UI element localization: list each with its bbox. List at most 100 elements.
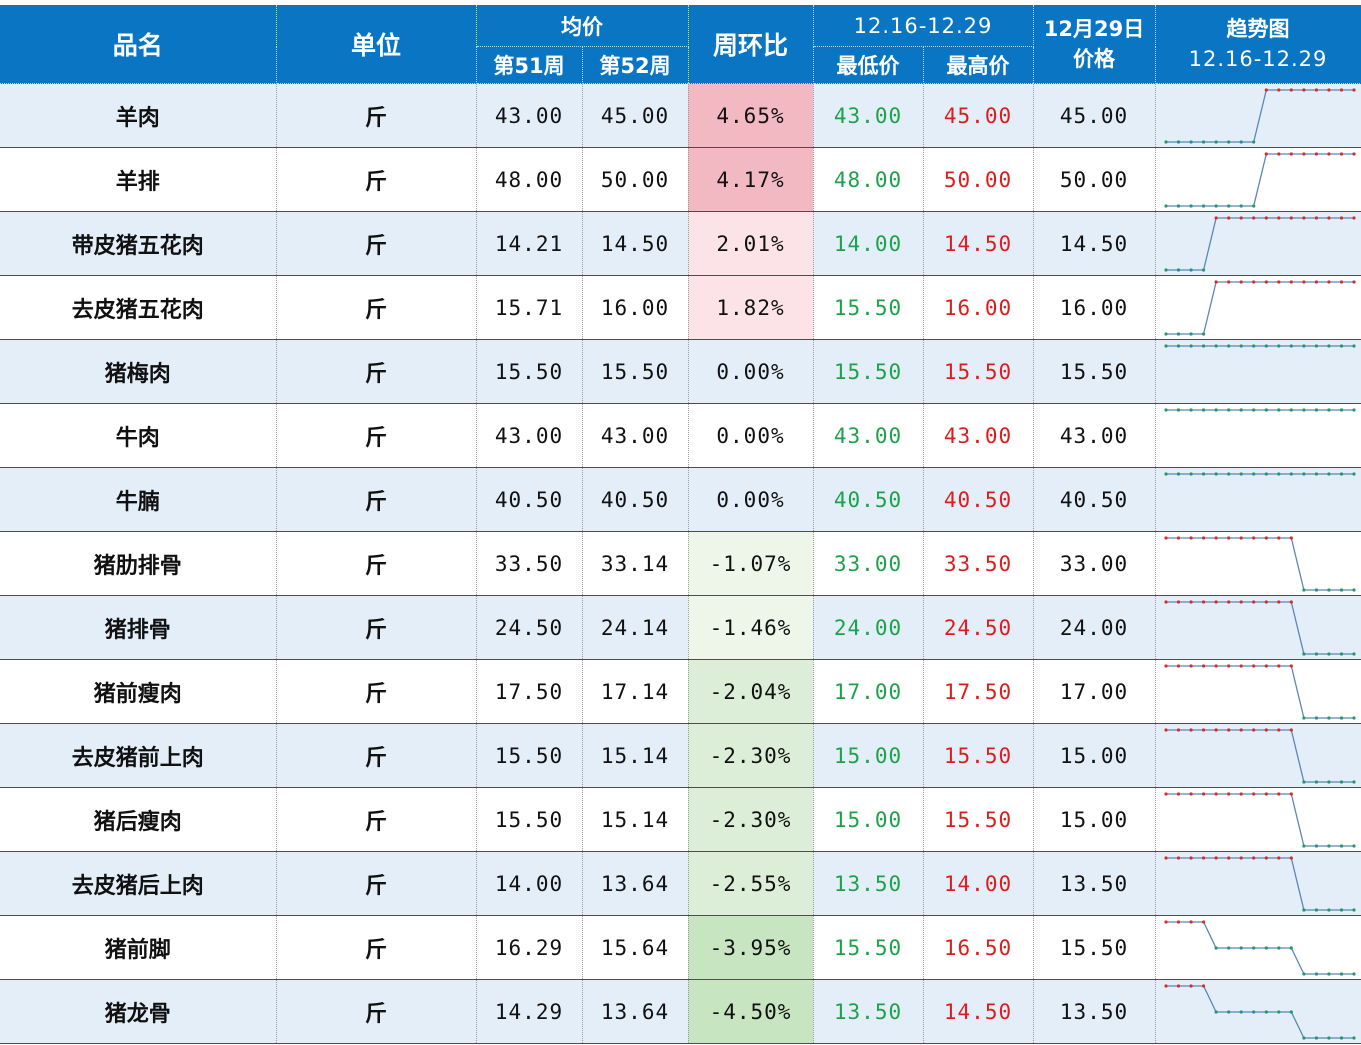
sparkline-path: [1165, 217, 1354, 271]
sparkline-point: [1326, 408, 1331, 412]
cell-week52: 13.64: [582, 979, 689, 1044]
cell-wow: 1.82%: [688, 275, 814, 340]
sparkline-point: [1276, 280, 1280, 284]
sparkline-point: [1201, 984, 1205, 988]
cell-trend: [1155, 659, 1361, 724]
cell-week52: 15.14: [582, 787, 689, 852]
sparkline-point: [1301, 716, 1306, 720]
sparkline-point: [1351, 716, 1356, 720]
sparkline-point: [1339, 972, 1343, 976]
sparkline-point: [1326, 280, 1331, 284]
cell-trend: [1155, 403, 1361, 468]
sparkline-point: [1201, 856, 1205, 860]
cell-min: 15.00: [813, 723, 924, 788]
cell-max: 15.50: [923, 787, 1034, 852]
sparkline-point: [1289, 472, 1293, 476]
table-row: 羊排斤 48.00 50.00 4.17% 48.00 50.00 50.00: [0, 147, 1361, 212]
sparkline-point: [1176, 332, 1180, 336]
sparkline-point: [1339, 88, 1343, 92]
sparkline-point: [1189, 204, 1193, 208]
table-row: 去皮猪后上肉斤 14.00 13.64 -2.55% 13.50 14.00 13.50: [0, 851, 1361, 916]
sparkline-point: [1276, 792, 1280, 796]
sparkline-point: [1176, 472, 1180, 476]
cell-trend: [1155, 147, 1361, 212]
sparkline-path: [1165, 601, 1354, 655]
sparkline-point: [1351, 408, 1356, 412]
sparkline-point: [1239, 946, 1243, 950]
sparkline-point: [1276, 152, 1280, 156]
cell-dec29: 15.00: [1033, 723, 1156, 788]
cell-week51: 17.50: [476, 659, 583, 724]
sparkline-point: [1214, 728, 1218, 732]
cell-dec29: 40.50: [1033, 467, 1156, 532]
sparkline-point: [1339, 152, 1343, 156]
sparkline-point: [1264, 152, 1268, 156]
sparkline-point: [1301, 1036, 1306, 1040]
sparkline-point: [1314, 472, 1318, 476]
sparkline-point: [1214, 536, 1218, 540]
sparkline-point: [1201, 792, 1205, 796]
trend-sparkline: [1163, 152, 1356, 208]
header-min: 最低价: [813, 46, 924, 84]
header-max: 最高价: [923, 46, 1034, 84]
cell-week51: 16.29: [476, 915, 583, 980]
sparkline-point: [1339, 716, 1343, 720]
sparkline-point: [1189, 536, 1193, 540]
sparkline-point: [1276, 728, 1280, 732]
cell-trend: [1155, 211, 1361, 276]
header-dec29-line1: 12月29日: [1043, 17, 1145, 41]
sparkline-point: [1226, 792, 1230, 796]
table-row: 去皮猪五花肉斤 15.71 16.00 1.82% 15.50 16.00 16.00: [0, 275, 1361, 340]
cell-wow: -2.30%: [688, 723, 814, 788]
cell-max: 17.50: [923, 659, 1034, 724]
cell-min: 17.00: [813, 659, 924, 724]
sparkline-path: [1165, 89, 1354, 143]
sparkline-point: [1326, 716, 1331, 720]
sparkline-point: [1326, 908, 1331, 912]
sparkline-point: [1351, 908, 1356, 912]
cell-max: 50.00: [923, 147, 1034, 212]
sparkline-point: [1289, 344, 1293, 348]
cell-trend: [1155, 851, 1361, 916]
cell-name: 猪龙骨: [0, 979, 277, 1044]
cell-dec29: 16.00: [1033, 275, 1156, 340]
cell-dec29: 15.50: [1033, 915, 1156, 980]
cell-unit: 斤: [276, 147, 477, 212]
sparkline-point: [1214, 472, 1218, 476]
sparkline-point: [1226, 216, 1230, 220]
sparkline-point: [1189, 920, 1193, 924]
sparkline-point: [1251, 664, 1255, 668]
cell-max: 24.50: [923, 595, 1034, 660]
cell-name: 去皮猪后上肉: [0, 851, 277, 916]
sparkline-point: [1189, 856, 1193, 860]
sparkline-point: [1264, 216, 1268, 220]
sparkline-point: [1326, 88, 1331, 92]
sparkline-point: [1176, 920, 1180, 924]
sparkline-point: [1339, 1036, 1343, 1040]
cell-week51: 43.00: [476, 403, 583, 468]
cell-week52: 45.00: [582, 83, 689, 148]
cell-week52: 15.50: [582, 339, 689, 404]
cell-wow: -1.07%: [688, 531, 814, 596]
sparkline-point: [1239, 204, 1243, 208]
sparkline-point: [1176, 792, 1180, 796]
sparkline-point: [1301, 216, 1306, 220]
sparkline-path: [1165, 537, 1354, 591]
sparkline-point: [1276, 216, 1280, 220]
sparkline-point: [1176, 536, 1180, 540]
sparkline-point: [1226, 600, 1230, 604]
trend-sparkline: [1163, 728, 1356, 784]
sparkline-point: [1314, 280, 1318, 284]
cell-dec29: 17.00: [1033, 659, 1156, 724]
sparkline-path: [1165, 729, 1354, 783]
cell-unit: 斤: [276, 851, 477, 916]
sparkline-point: [1189, 664, 1193, 668]
sparkline-point: [1176, 600, 1180, 604]
sparkline-point: [1326, 972, 1331, 976]
cell-max: 43.00: [923, 403, 1034, 468]
cell-min: 15.00: [813, 787, 924, 852]
cell-name: 猪后瘦肉: [0, 787, 277, 852]
cell-trend: [1155, 467, 1361, 532]
sparkline-point: [1289, 152, 1293, 156]
sparkline-point: [1351, 216, 1356, 220]
